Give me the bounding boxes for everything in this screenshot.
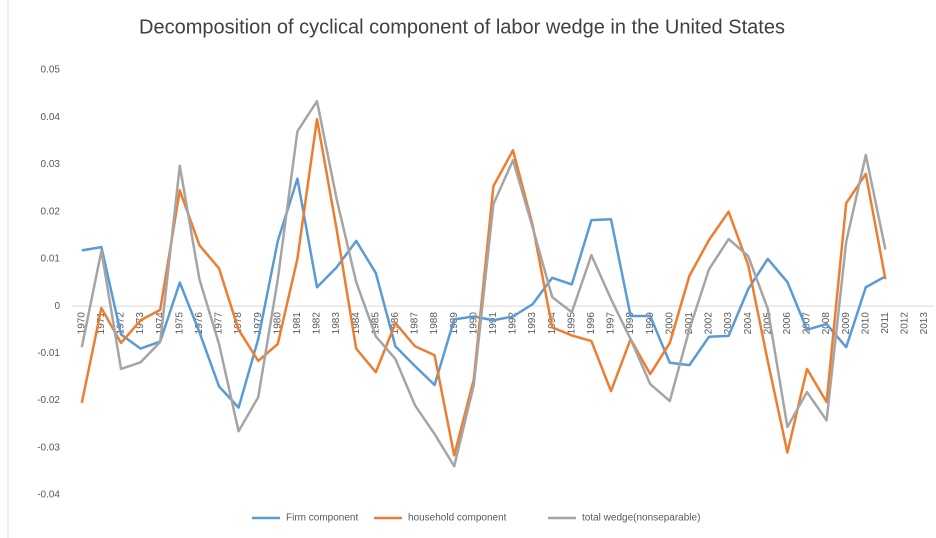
x-tick-label: 1999 <box>645 312 656 335</box>
x-tick-label: 2009 <box>841 312 852 335</box>
x-tick-label: 2012 <box>900 312 911 335</box>
y-tick-label: -0.01 <box>37 348 60 359</box>
legend-label: total wedge(nonseparable) <box>582 513 700 524</box>
y-tick-label: -0.03 <box>37 442 60 453</box>
x-tick-label: 2002 <box>704 312 715 335</box>
x-tick-label: 1992 <box>508 312 519 335</box>
y-tick-label: -0.04 <box>37 490 60 501</box>
x-tick-label: 1974 <box>155 312 166 335</box>
x-tick-label: 1979 <box>253 312 264 335</box>
x-tick-label: 1973 <box>135 312 146 335</box>
x-tick-label: 1990 <box>468 312 479 335</box>
y-tick-label: 0.02 <box>41 206 61 217</box>
x-tick-label: 1984 <box>351 312 362 335</box>
x-tick-label: 1998 <box>625 312 636 335</box>
x-tick-label: 2004 <box>743 312 754 335</box>
x-tick-label: 1985 <box>370 312 381 335</box>
x-tick-label: 1993 <box>527 312 538 335</box>
series-line <box>80 117 887 457</box>
x-tick-label: 1976 <box>194 312 205 335</box>
legend-label: household component <box>408 513 507 524</box>
x-tick-label: 2001 <box>684 312 695 335</box>
legend-label: Firm component <box>286 513 358 524</box>
x-tick-label: 2006 <box>782 312 793 335</box>
x-tick-label: 1970 <box>76 312 87 335</box>
x-tick-label: 1995 <box>566 312 577 335</box>
y-tick-label: -0.02 <box>37 395 60 406</box>
y-tick-label: 0.03 <box>41 159 61 170</box>
x-tick-label: 1980 <box>272 312 283 335</box>
series-line <box>80 99 887 468</box>
x-tick-label: 1991 <box>488 312 499 335</box>
x-tick-label: 1996 <box>586 312 597 335</box>
y-tick-label: 0.01 <box>41 254 61 265</box>
y-tick-label: 0.05 <box>41 65 61 76</box>
x-tick-label: 2000 <box>664 312 675 335</box>
x-tick-label: 1982 <box>312 312 323 335</box>
x-tick-label: 2013 <box>919 312 930 335</box>
chart-title: Decomposition of cyclical component of l… <box>139 16 785 38</box>
x-tick-label: 2011 <box>880 312 891 334</box>
x-tick-label: 1975 <box>174 312 185 335</box>
x-tick-label: 1977 <box>214 312 225 335</box>
x-tick-label: 2007 <box>802 312 813 335</box>
x-tick-label: 2003 <box>723 312 734 335</box>
x-tick-label: 1997 <box>606 312 617 335</box>
y-tick-label: 0.04 <box>41 112 61 123</box>
x-tick-label: 1978 <box>233 312 244 335</box>
x-tick-label: 2010 <box>860 312 871 335</box>
x-tick-label: 1983 <box>331 312 342 335</box>
x-tick-label: 1971 <box>96 312 107 335</box>
x-tick-label: 1988 <box>429 312 440 335</box>
x-tick-label: 2005 <box>762 312 773 335</box>
y-tick-label: 0 <box>54 301 60 312</box>
x-tick-label: 1987 <box>410 312 421 335</box>
x-tick-label: 1972 <box>116 312 127 335</box>
x-tick-label: 1981 <box>292 312 303 335</box>
